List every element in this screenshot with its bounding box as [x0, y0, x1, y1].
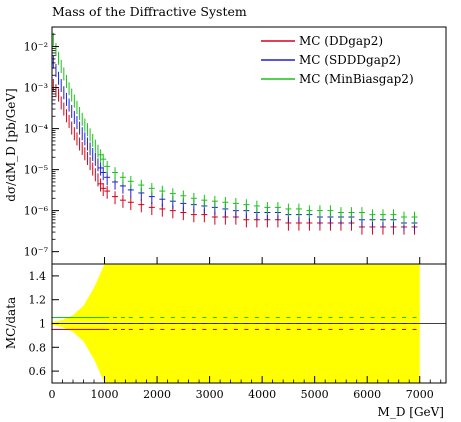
x-axis-label: M_D [GeV]	[378, 405, 444, 419]
y-axis-label: dσ/dM_D [pb/GeV]	[4, 88, 18, 201]
y-tick-label-0: 10⁻⁷	[24, 246, 49, 259]
x-tick-label-2: 2000	[143, 388, 171, 401]
y-tick-label-4: 10⁻³	[24, 82, 48, 95]
main-y-axis: 10⁻⁷ 10⁻⁶ 10⁻⁵ 10⁻⁴ 10⁻³ 10⁻²	[24, 33, 59, 259]
ratio-axis-label: MC/data	[4, 297, 18, 349]
x-tick-label-3: 3000	[196, 388, 224, 401]
x-tick-label-0: 0	[49, 388, 56, 401]
ratio-y-axis: 0.6 0.8 1 1.2 1.4	[29, 270, 59, 378]
x-axis: 0 1000 2000 3000 4000 5000 6000 7000	[49, 257, 442, 401]
x-tick-label-1: 1000	[91, 388, 119, 401]
ratio-tick-label-0: 0.6	[29, 365, 47, 378]
chart-title: Mass of the Diffractive System	[52, 4, 247, 19]
legend: MC (DDgap2) MC (SDDDgap2) MC (MinBiasgap2)	[261, 34, 414, 86]
x-tick-label-7: 7000	[406, 388, 434, 401]
y-tick-label-5: 10⁻²	[24, 41, 48, 54]
ratio-tick-label-4: 1.4	[29, 270, 47, 283]
y-tick-label-2: 10⁻⁵	[24, 164, 48, 177]
y-tick-label-3: 10⁻⁴	[24, 123, 49, 136]
x-tick-label-4: 4000	[248, 388, 276, 401]
legend-label-2: MC (MinBiasgap2)	[299, 72, 414, 86]
x-tick-label-5: 5000	[301, 388, 329, 401]
x-tick-label-6: 6000	[353, 388, 381, 401]
main-plot	[52, 32, 418, 235]
ratio-tick-label-1: 0.8	[29, 341, 47, 354]
legend-label-0: MC (DDgap2)	[299, 34, 383, 48]
legend-label-1: MC (SDDDgap2)	[299, 53, 401, 67]
ratio-tick-label-2: 1	[39, 318, 46, 331]
y-tick-label-1: 10⁻⁶	[24, 205, 49, 218]
ratio-plot	[51, 264, 446, 383]
ratio-tick-label-3: 1.2	[29, 294, 47, 307]
